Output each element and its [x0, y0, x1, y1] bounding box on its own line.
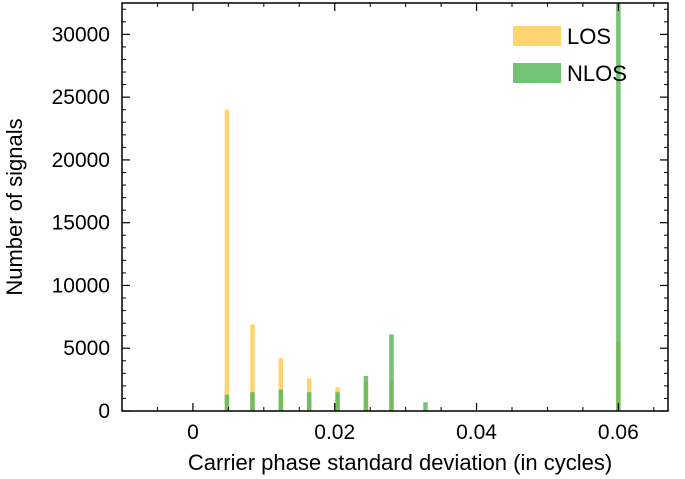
bar-nlos-8 [616, 3, 621, 411]
bar-nlos-3 [306, 392, 312, 411]
bar-nlos-7 [423, 402, 428, 411]
bars-layer [224, 3, 621, 411]
bar-nlos-2 [278, 389, 284, 411]
x-tick-label: 0.06 [598, 421, 639, 444]
legend: LOS NLOS [513, 24, 627, 86]
y-tick-label: 20000 [52, 149, 110, 172]
x-tick-label: 0.02 [314, 421, 355, 444]
bar-los-1 [250, 324, 255, 411]
y-tick-label: 5000 [63, 337, 110, 360]
bar-nlos-4 [335, 392, 340, 411]
legend-swatch-los [513, 26, 561, 46]
plot-frame [121, 2, 669, 412]
y-tick-label: 0 [98, 400, 110, 423]
bar-los-2 [278, 358, 284, 411]
bar-los-0 [224, 109, 230, 411]
legend-swatch-nlos [513, 63, 561, 83]
legend-label-los: LOS [567, 24, 611, 49]
y-tick-label: 10000 [52, 274, 110, 297]
y-tick-label: 25000 [52, 86, 110, 109]
x-tick-label: 0 [187, 421, 199, 444]
bar-nlos-0 [224, 394, 230, 411]
x-axis-label: Carrier phase standard deviation (in cyc… [188, 450, 612, 475]
bar-nlos-1 [250, 392, 255, 411]
legend-label-nlos: NLOS [567, 61, 627, 86]
bar-nlos-6 [389, 334, 394, 411]
labels-layer: 0 0.02 0.04 0.06 0 5000 10000 15000 20000 25000 30… [2, 23, 639, 475]
y-axis-label: Number of signals [2, 118, 27, 295]
y-tick-label: 15000 [52, 212, 110, 235]
bar-nlos-5 [363, 375, 369, 411]
x-tick-label: 0.04 [456, 421, 497, 444]
y-tick-label: 30000 [52, 23, 110, 46]
